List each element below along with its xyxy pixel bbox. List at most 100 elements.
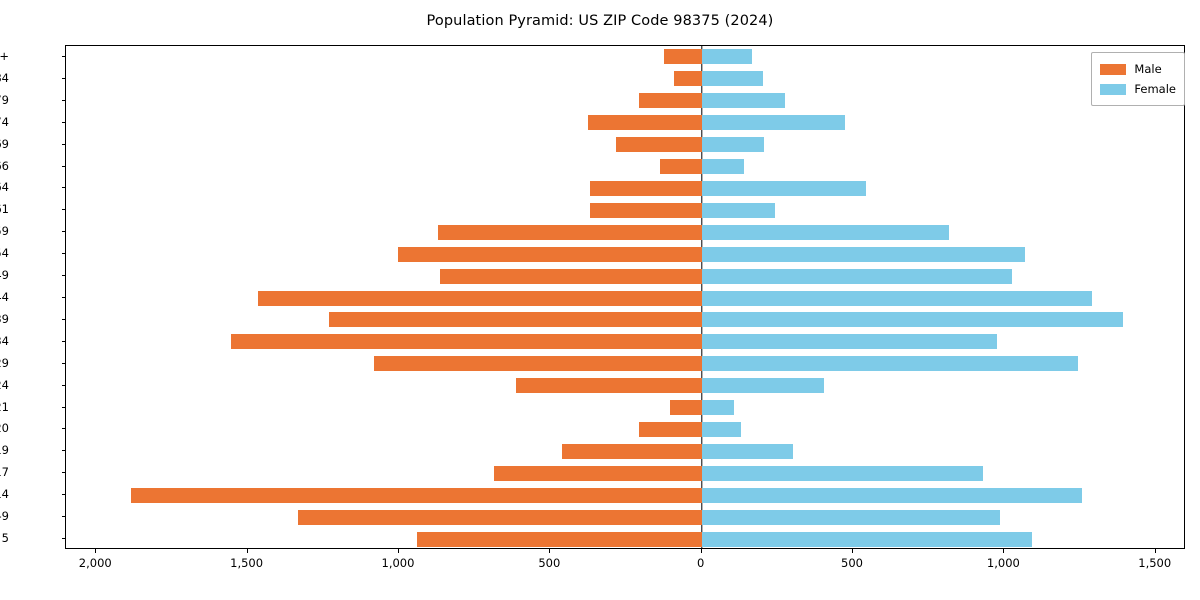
bar-female-70-74: [701, 115, 846, 131]
bar-male-60-61: [590, 202, 702, 218]
y-tick-mark: [62, 209, 66, 211]
bar-female-67-69: [701, 137, 765, 153]
y-tick-mark: [62, 516, 66, 518]
bar-male-67-69: [615, 137, 702, 153]
x-tick-label: 1,500: [230, 556, 264, 570]
x-tick-label: 2,000: [78, 556, 112, 570]
legend-item-male: Male: [1100, 59, 1176, 79]
y-tick-label: 30-34: [0, 333, 9, 348]
bar-male-40-44: [258, 290, 702, 306]
bar-female-85-: [701, 49, 752, 65]
bar-female-30-34: [701, 334, 998, 350]
legend-label-male: Male: [1134, 62, 1162, 76]
bar-female-40-44: [701, 290, 1093, 306]
bar-male-25-29: [374, 356, 702, 372]
y-tick-label: 21: [0, 399, 9, 414]
legend: Male Female: [1091, 52, 1185, 106]
y-tick-mark: [62, 318, 66, 320]
y-tick-label: 18-19: [0, 443, 9, 458]
y-tick-mark: [62, 406, 66, 408]
x-tick-label: 1,000: [381, 556, 415, 570]
y-tick-label: Under 5: [0, 531, 9, 546]
bar-male-5-9: [298, 509, 702, 525]
y-tick-mark: [62, 121, 66, 123]
bar-female-22-24: [701, 378, 824, 394]
legend-label-female: Female: [1134, 82, 1176, 96]
y-tick-mark: [62, 99, 66, 101]
y-tick-label: 45-49: [0, 268, 9, 283]
bar-female-20: [701, 421, 741, 437]
bar-male-62-64: [590, 180, 702, 196]
legend-swatch-female-icon: [1100, 83, 1127, 95]
y-tick-label: 75-79: [0, 92, 9, 107]
x-tick-mark: [397, 549, 399, 553]
y-tick-mark: [62, 428, 66, 430]
y-tick-mark: [62, 165, 66, 167]
bar-male-15-17: [493, 465, 702, 481]
bar-female-80-84: [701, 71, 764, 87]
y-tick-label: 80-84: [0, 70, 9, 85]
bar-female-25-29: [701, 356, 1078, 372]
y-tick-label: 10-14: [0, 487, 9, 502]
y-tick-label: 60-61: [0, 202, 9, 217]
y-tick-mark: [62, 384, 66, 386]
y-tick-mark: [62, 472, 66, 474]
bar-male-21: [670, 400, 702, 416]
y-tick-mark: [62, 494, 66, 496]
bar-female-62-64: [701, 180, 866, 196]
x-tick-label: 500: [841, 556, 863, 570]
y-tick-mark: [62, 275, 66, 277]
bars-container: [66, 46, 1184, 548]
y-tick-label: 22-24: [0, 377, 9, 392]
bar-female-under-5: [701, 531, 1032, 547]
x-tick-mark: [549, 549, 551, 553]
x-tick-mark: [1154, 549, 1156, 553]
x-tick-mark: [246, 549, 248, 553]
bar-male-under-5: [416, 531, 702, 547]
bar-female-35-39: [701, 312, 1124, 328]
x-tick-mark: [95, 549, 97, 553]
bar-female-55-59: [701, 224, 949, 240]
y-tick-label: 15-17: [0, 465, 9, 480]
bar-female-75-79: [701, 93, 785, 109]
y-tick-mark: [62, 297, 66, 298]
y-tick-mark: [62, 538, 66, 540]
y-tick-mark: [62, 187, 66, 189]
x-tick-mark: [852, 549, 854, 553]
x-tick-label: 500: [538, 556, 561, 570]
x-tick-mark: [1003, 549, 1005, 553]
bar-male-20: [639, 421, 702, 437]
bar-male-10-14: [131, 487, 702, 503]
bar-female-65-66: [701, 159, 744, 175]
y-tick-mark: [62, 231, 66, 233]
bar-male-22-24: [516, 378, 702, 394]
y-tick-label: 5-9: [0, 509, 9, 524]
y-tick-mark: [62, 362, 66, 364]
y-tick-label: 67-69: [0, 136, 9, 151]
bar-female-5-9: [701, 509, 1000, 525]
y-tick-label: 70-74: [0, 114, 9, 129]
bar-female-10-14: [701, 487, 1083, 503]
bar-male-18-19: [562, 443, 702, 459]
bar-male-35-39: [328, 312, 702, 328]
bar-female-60-61: [701, 202, 775, 218]
bar-male-30-34: [230, 334, 702, 350]
x-tick-label: 1,500: [1138, 556, 1172, 570]
legend-item-female: Female: [1100, 79, 1176, 99]
zero-axis-line: [700, 46, 703, 548]
y-tick-mark: [62, 55, 66, 57]
bar-male-70-74: [588, 115, 702, 131]
y-tick-label: 40-44: [0, 290, 9, 304]
legend-swatch-male-icon: [1100, 63, 1127, 75]
y-tick-label: 55-59: [0, 224, 9, 239]
bar-female-45-49: [701, 268, 1013, 284]
y-tick-label: 20: [0, 421, 9, 436]
bar-male-85-: [664, 49, 702, 65]
x-tick-mark: [700, 549, 702, 553]
bar-female-15-17: [701, 465, 983, 481]
y-tick-mark: [62, 77, 66, 79]
chart-title: Population Pyramid: US ZIP Code 98375 (2…: [426, 13, 774, 29]
bar-female-50-54: [701, 246, 1025, 262]
y-tick-label: 85+: [0, 48, 9, 63]
y-tick-label: 25-29: [0, 355, 9, 370]
